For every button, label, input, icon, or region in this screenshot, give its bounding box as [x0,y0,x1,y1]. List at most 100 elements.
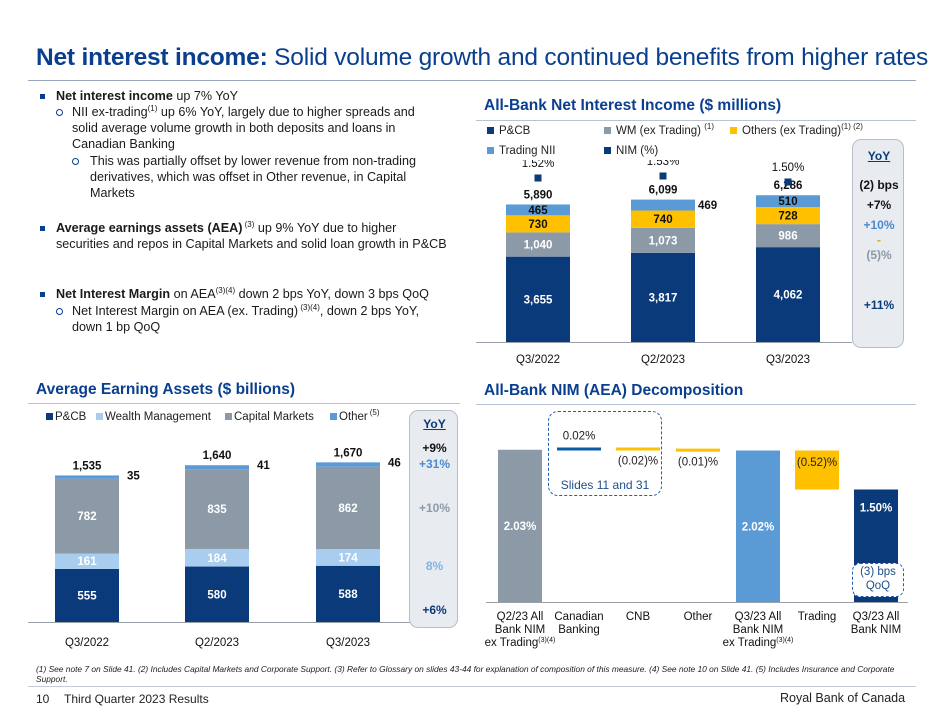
aea-yoy-title: YoY [423,417,446,431]
aea-total-label: 1,640 [203,450,232,462]
aea-legend-cm: Capital Markets [225,411,314,423]
bullet-nim-ex-trading: Net Interest Margin on AEA (ex. Trading)… [72,302,420,334]
aea-value-label: 161 [77,556,97,568]
nii-bar-others-ex-trading [756,207,820,225]
bullet-aea: Average earnings assets (AEA) (3) up 9% … [56,219,447,251]
nim-bar-label: 1.50% [860,503,893,515]
nim-bar-label: 2.03% [504,521,537,533]
nii-value-label: 510 [778,196,797,208]
aea-value-label: 41 [257,460,270,472]
nii-bar-p-cb [506,256,570,342]
nim-category-label: Q3/23 All [735,611,782,623]
nim-marker [784,178,792,186]
nii-bar-trading-nii [506,204,570,216]
legend-swatch [487,147,494,154]
legend-swatch [46,413,53,420]
nim-category-label: Bank NIM [495,624,546,636]
aea-yoy-cm: +10% [418,501,451,515]
deck-title: Third Quarter 2023 Results [64,692,209,706]
nii-yoy-title: YoY [867,149,891,163]
aea-value-label: 174 [338,552,358,564]
aea-value-label: 580 [207,589,226,601]
nim-category-label: Banking [558,624,600,636]
aea-chart-title: Average Earning Assets ($ billions) [36,381,295,398]
nim-title-divider [476,404,916,405]
nii-legend-others: Others (ex Trading)(1) (2) [730,123,863,137]
legend-swatch [96,413,103,420]
nii-total-label: 5,890 [524,189,553,201]
aea-category-label: Q3/2022 [65,637,109,649]
nii-bar-trading-nii [631,199,695,211]
aea-legend-other: Other (5) [330,409,380,423]
nii-bar-p-cb [756,247,820,342]
nii-total-label: 6,286 [774,180,803,192]
nii-bar-wm-ex-trading [756,224,820,248]
aea-bar-capital-markets [316,466,380,550]
company-name: Royal Bank of Canada [780,691,906,705]
nii-value-label: 1,040 [524,240,553,252]
nii-yoy-box: YoY (2) bps +7% +10% - (5)% +11% [852,139,904,348]
nii-legend-pcb: P&CB [487,125,530,137]
qoq-callout [852,563,904,597]
aea-yoy-other: +31% [418,457,451,471]
nii-legend-nim: NIM (%) [604,145,658,157]
nim-label: 1.50% [772,162,805,174]
aea-value-label: 588 [338,589,358,601]
aea-bar-p-cb [55,568,119,622]
bullet-offset: This was partially offset by lower reven… [90,154,416,200]
nii-legend-wm: WM (ex Trading) (1) [604,123,714,137]
page-title: Net interest income: Solid volume growth… [36,44,929,71]
aea-bar-wealth-management [55,553,119,569]
nim-bar-label: (0.02)% [618,456,658,468]
nii-yoy-wm: (5)% [866,248,892,262]
aea-yoy-pcb: +6% [422,603,447,617]
aea-legend-wm: Wealth Management [96,411,211,423]
category-footnote: (3)(4) [538,637,555,644]
bullet-marker [40,226,45,231]
nim-bar-canadian-banking [557,447,601,451]
aea-value-label: 35 [127,470,140,482]
footer-divider [28,686,916,687]
sub-bullet-marker [56,308,63,315]
nim-bar-q3-23-all-bank-nim-ex-trading [736,450,780,602]
aea-value-label: 835 [207,504,227,516]
nii-yoy-others: - [877,233,881,247]
aea-bar-other [185,465,249,470]
aea-total-label: 1,670 [334,447,363,459]
aea-yoy-wm: 8% [425,559,444,573]
nii-yoy-nim: (2) bps [859,178,899,192]
nii-bar-others-ex-trading [631,210,695,228]
legend-swatch [730,127,737,134]
nii-chart-title: All-Bank Net Interest Income ($ millions… [484,97,782,114]
nim-category-label: Trading [798,611,837,623]
nim-bar-trading [795,450,839,490]
aea-yoy-box: YoY +9% +31% +10% 8% +6% [409,410,458,628]
footnotes: (1) See note 7 on Slide 41. (2) Includes… [36,664,895,684]
aea-category-label: Q3/2023 [326,637,370,649]
aea-category-label: Q2/2023 [195,637,239,649]
aea-bar-other [316,462,380,467]
nim-category-label: Other [684,611,713,623]
nii-value-label: 1,073 [649,235,678,247]
nii-bar-others-ex-trading [506,215,570,233]
nim-category-label: ex Trading(3)(4) [723,637,794,649]
nim-chart-title: All-Bank NIM (AEA) Decomposition [484,382,744,399]
aea-legend-pcb: P&CB [46,411,86,423]
nii-category-label: Q2/2023 [641,354,685,366]
commentary: Net interest income up 7% YoY NII ex-tra… [0,0,470,380]
category-footnote: (3)(4) [776,637,793,644]
nim-category-label: Q2/23 All [497,611,544,623]
slides-callout-text: Slides 11 and 31 [560,478,650,492]
aea-value-label: 782 [77,511,96,523]
aea-value-label: 184 [207,553,227,565]
aea-bar-other [55,475,119,479]
qoq-callout-line1: (3) bps [860,566,896,578]
nii-value-label: 728 [778,211,798,223]
nim-category-label: Q3/23 All [853,611,900,623]
nim-bar-other [676,448,720,452]
aea-bar-wealth-management [316,549,380,566]
aea-title-divider [28,403,460,404]
aea-bar-capital-markets [55,478,119,554]
nii-chart: 3,655 1,040 730 465 5,890 1.52% Q3/2022 3,817 1,… [476,160,852,366]
